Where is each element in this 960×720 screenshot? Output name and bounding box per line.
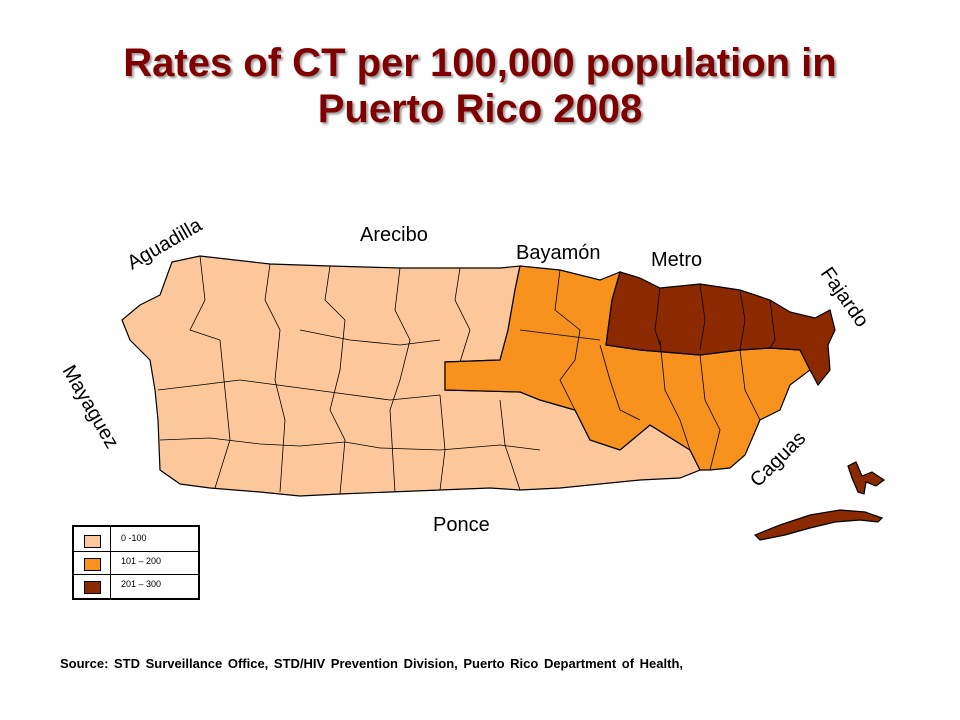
vieques-island: [753, 509, 884, 541]
map-legend: 0 -100 101 – 200 201 – 300: [72, 525, 200, 600]
label-arecibo: Arecibo: [360, 224, 428, 246]
label-mayaguez: Mayaguez: [58, 362, 123, 453]
map-title: Rates of CT per 100,000 population in Pu…: [0, 40, 960, 132]
region-high-rate: [605, 271, 836, 387]
legend-row-mid: 101 – 200: [74, 552, 198, 574]
source-note: Source: STD Surveillance Office, STD/HIV…: [60, 656, 684, 671]
label-caguas: Caguas: [746, 427, 810, 491]
legend-row-high: 201 – 300: [74, 575, 198, 597]
label-ponce: Ponce: [433, 514, 490, 536]
label-metro: Metro: [651, 249, 702, 271]
legend-divider: [74, 574, 198, 575]
title-line-2: Puerto Rico 2008: [317, 87, 643, 131]
title-line-1: Rates of CT per 100,000 population in: [123, 41, 837, 85]
label-bayamon: Bayamón: [516, 242, 601, 264]
legend-row-low: 0 -100: [74, 529, 198, 551]
legend-swatch-low: [84, 535, 101, 548]
legend-label-mid: 101 – 200: [121, 556, 162, 566]
legend-divider-vertical: [110, 527, 111, 598]
legend-label-low: 0 -100: [121, 533, 147, 543]
legend-label-high: 201 – 300: [121, 579, 162, 589]
culebra-island: [847, 461, 886, 495]
legend-swatch-mid: [84, 558, 101, 571]
legend-divider: [74, 551, 198, 552]
municipality-boundaries: [157, 255, 776, 495]
legend-swatch-high: [84, 581, 101, 594]
